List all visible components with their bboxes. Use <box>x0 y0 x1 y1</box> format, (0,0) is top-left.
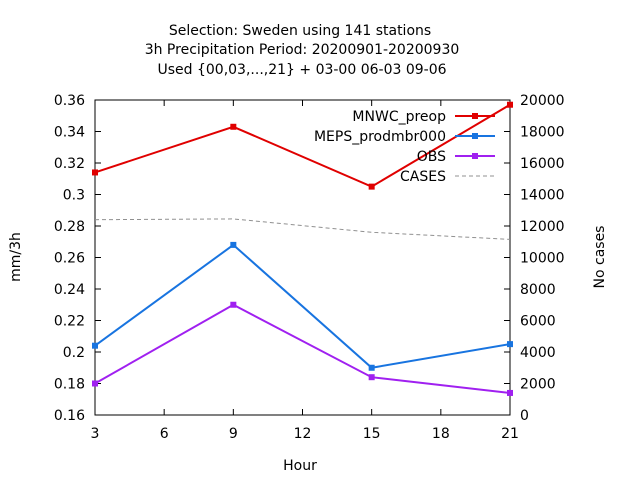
data-point <box>92 342 98 349</box>
y-axis-label: mm/3h <box>8 232 24 282</box>
y-tick-label: 0.22 <box>54 314 85 330</box>
title-line-3: Used {00,03,...,21} + 03-00 06-03 09-06 <box>157 62 446 78</box>
legend-label: CASES <box>400 169 446 185</box>
y2-axis-label: No cases <box>592 226 608 289</box>
data-point <box>368 183 375 190</box>
y2-tick-label: 2000 <box>520 377 556 393</box>
x-tick-label: 15 <box>363 426 381 442</box>
x-tick-label: 6 <box>160 426 169 442</box>
legend-label: OBS <box>417 149 446 165</box>
legend-marker <box>472 153 478 159</box>
y-tick-label: 0.26 <box>54 251 85 267</box>
legend-marker <box>472 113 478 119</box>
chart-title: Selection: Sweden using 141 stations 3h … <box>145 23 460 78</box>
data-point <box>368 374 375 381</box>
series-lines <box>94 103 511 394</box>
data-point <box>230 301 237 308</box>
series-markers <box>92 101 513 396</box>
data-point <box>92 169 98 176</box>
legend-marker <box>472 133 478 139</box>
y-tick-label: 0.28 <box>54 219 85 235</box>
data-point <box>507 101 513 108</box>
x-tick-label: 21 <box>501 426 519 442</box>
y-tick-label: 0.2 <box>63 345 85 361</box>
y2-tick-label: 14000 <box>520 188 565 204</box>
plot-frame <box>94 99 511 416</box>
x-axis-label: Hour <box>283 458 317 474</box>
data-point <box>507 389 513 396</box>
y2-tick-label: 20000 <box>520 93 565 109</box>
data-point <box>230 241 237 248</box>
y-tick-label: 0.18 <box>54 377 85 393</box>
x-tick-label: 12 <box>294 426 312 442</box>
series-line-meps-prodmbr000 <box>94 243 511 369</box>
legend: MNWC_preop MEPS_prodmbr000 OBS CASES <box>314 109 495 185</box>
y2-tick-label: 8000 <box>520 282 556 298</box>
title-line-1: Selection: Sweden using 141 stations <box>169 23 431 39</box>
y2-tick-label: 16000 <box>520 156 565 172</box>
title-line-2: 3h Precipitation Period: 20200901-202009… <box>145 42 460 58</box>
x-tick-label: 3 <box>91 426 100 442</box>
y2-tick-label: 18000 <box>520 125 565 141</box>
axis-tick-labels: 3 6 9 12 15 18 21 0.36 0.34 0.32 0.3 0.28 0.26 0.24 0.… <box>54 93 565 442</box>
x-tick-label: 18 <box>432 426 450 442</box>
y2-tick-label: 10000 <box>520 251 565 267</box>
y-tick-label: 0.3 <box>63 188 85 204</box>
y-tick-label: 0.34 <box>54 125 85 141</box>
series-line-obs <box>94 303 511 394</box>
data-point <box>368 364 375 371</box>
data-point <box>92 380 98 387</box>
data-point <box>230 123 237 130</box>
y2-tick-label: 4000 <box>520 345 556 361</box>
series-line-mnwc-preop <box>94 103 511 188</box>
y2-tick-label: 6000 <box>520 314 556 330</box>
y-tick-label: 0.16 <box>54 408 85 424</box>
x-tick-label: 9 <box>229 426 238 442</box>
data-point <box>507 341 513 348</box>
y2-tick-label: 12000 <box>520 219 565 235</box>
legend-label: MEPS_prodmbr000 <box>314 129 446 145</box>
y-tick-label: 0.24 <box>54 282 85 298</box>
y-tick-label: 0.36 <box>54 93 85 109</box>
series-line-cases <box>94 218 511 240</box>
y-tick-label: 0.32 <box>54 156 85 172</box>
axis-ticks <box>94 99 511 416</box>
y2-tick-label: 0 <box>520 408 529 424</box>
legend-label: MNWC_preop <box>352 109 446 125</box>
